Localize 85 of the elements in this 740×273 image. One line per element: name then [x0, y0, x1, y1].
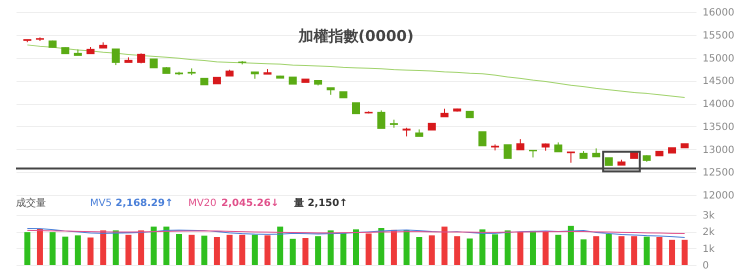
- bar: [404, 230, 410, 265]
- candlestick: [516, 138, 524, 150]
- bar: [150, 226, 157, 265]
- bar: [378, 228, 384, 265]
- text: 加權指數(0000): [297, 27, 414, 45]
- candlestick: [566, 151, 575, 164]
- bar: [366, 234, 372, 265]
- bar: [340, 232, 346, 265]
- bar: [24, 232, 30, 265]
- bar: [530, 230, 536, 265]
- bar: [188, 234, 195, 265]
- bar: [656, 237, 662, 265]
- text: MV5: [90, 198, 112, 209]
- candlestick: [112, 48, 120, 66]
- bar: [36, 229, 43, 265]
- bar: [315, 236, 322, 265]
- bar: [112, 230, 119, 265]
- bar: [555, 234, 562, 265]
- bar: [618, 236, 624, 265]
- bar: [62, 236, 68, 265]
- bar: [88, 238, 94, 265]
- bar: [100, 230, 106, 265]
- bar: [353, 229, 359, 265]
- bar: [479, 229, 486, 265]
- bar: [302, 238, 308, 265]
- bar: [390, 230, 397, 265]
- candlestick: [150, 58, 158, 68]
- line-series: [26, 228, 686, 238]
- bar: [593, 236, 600, 265]
- text: 2,168.29↑: [116, 198, 174, 209]
- bar: [428, 235, 435, 265]
- bar: [328, 230, 334, 265]
- bar: [580, 239, 587, 265]
- bar: [504, 230, 511, 265]
- bar: [163, 226, 170, 265]
- bar: [138, 230, 144, 265]
- bar: [201, 236, 208, 265]
- bar: [669, 240, 676, 265]
- bar: [568, 226, 574, 265]
- y-tick-label: 13500: [702, 122, 734, 133]
- bar: [441, 226, 448, 265]
- bar: [214, 237, 220, 265]
- bar: [517, 232, 524, 265]
- bar: [644, 236, 650, 265]
- y-tick-label: 12500: [702, 168, 734, 179]
- y-tick-label: 12000: [702, 190, 734, 202]
- candlestick: [504, 144, 512, 159]
- candlestick: [352, 102, 360, 114]
- candlestick: [478, 131, 486, 146]
- y-tick-label: 1k: [702, 244, 715, 255]
- candlestick: [137, 52, 146, 64]
- text: 成交量: [16, 197, 46, 209]
- bar: [125, 234, 132, 265]
- y-tick-label: 13000: [702, 144, 734, 156]
- bar: [606, 234, 612, 265]
- y-tick-label: 2k: [702, 227, 715, 238]
- bar: [492, 234, 498, 265]
- y-tick-label: 15000: [702, 53, 734, 64]
- bar: [454, 236, 460, 265]
- bar: [682, 240, 688, 265]
- bar: [631, 236, 638, 265]
- y-tick-label: 0: [702, 260, 709, 272]
- bar: [226, 234, 233, 265]
- y-tick-label: 3k: [702, 210, 715, 222]
- bar: [416, 237, 422, 265]
- y-tick-label: 15500: [702, 30, 734, 42]
- text: 量 2,150↑: [293, 197, 348, 209]
- candlestick: [554, 142, 562, 152]
- bar: [74, 235, 81, 265]
- bar: [50, 232, 56, 265]
- text: 2,045.26↓: [221, 198, 280, 209]
- y-tick-label: 14500: [702, 76, 734, 88]
- y-tick-label: 16000: [702, 8, 734, 18]
- bar: [252, 234, 258, 265]
- bar: [176, 234, 182, 265]
- bar: [542, 232, 549, 265]
- y-tick-label: 14000: [702, 99, 734, 110]
- bar: [277, 226, 284, 265]
- bar: [290, 238, 296, 265]
- bar: [466, 238, 473, 265]
- bar: [264, 235, 271, 265]
- bar: [239, 234, 246, 265]
- text: MV20: [188, 198, 217, 209]
- line-series: [26, 44, 686, 98]
- candlestick: [377, 110, 386, 129]
